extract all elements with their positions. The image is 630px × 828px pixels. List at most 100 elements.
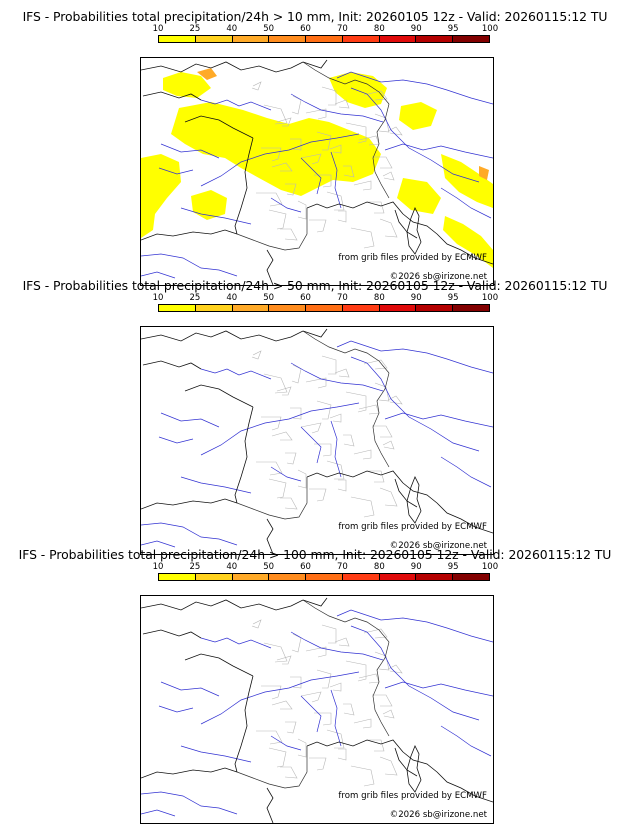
river [200, 402, 360, 456]
corsica-coastline [406, 745, 422, 793]
colorbar-tick-label: 50 [263, 562, 275, 572]
admin-boundary [326, 729, 345, 749]
colorbar-tick-label: 40 [226, 24, 238, 34]
admin-boundary [297, 469, 307, 489]
panel-50mm: IFS - Probabilities total precipitation/… [0, 278, 630, 555]
admin-boundary [382, 709, 395, 719]
river [158, 167, 194, 175]
river [384, 143, 493, 159]
colorbar-segment [416, 305, 454, 311]
colorbar-tick-label: 25 [189, 24, 201, 34]
admin-boundary [305, 377, 327, 389]
admin-boundary [261, 147, 282, 162]
admin-boundary [280, 766, 298, 779]
coastline [141, 599, 304, 611]
coastline [306, 739, 404, 753]
colorbar-tick-label: 40 [226, 562, 238, 572]
admin-boundary [261, 416, 282, 431]
colorbar-labels: 10 25 40 50 60 70 80 90 95 100 [153, 562, 499, 572]
river [141, 809, 176, 817]
map-drawing [141, 328, 493, 554]
coastline [234, 137, 254, 235]
country-border [236, 208, 308, 251]
colorbar-segment [159, 305, 196, 311]
admin-boundary [309, 219, 327, 233]
colorbar-tick-label: 50 [263, 293, 275, 303]
precip-area-10-25 [141, 154, 181, 238]
admin-boundary [285, 452, 297, 465]
colorbar-segment [379, 305, 417, 311]
admin-boundary [337, 210, 347, 223]
admin-boundary [353, 449, 372, 460]
admin-boundary [261, 685, 282, 700]
colorbar-tick-label: 70 [337, 24, 348, 34]
admin-boundary [280, 497, 298, 510]
precip-area-10-25 [397, 178, 441, 214]
coastline [394, 209, 418, 239]
admin-boundary [343, 703, 355, 716]
river [330, 151, 342, 209]
admin-boundary [350, 496, 375, 518]
admin-boundary [271, 700, 293, 710]
colorbar-segment [159, 574, 196, 580]
coastline [302, 597, 328, 607]
coastline [184, 653, 254, 677]
admin-boundary [291, 95, 302, 115]
colorbar-tick-label: 25 [189, 562, 201, 572]
admin-boundary [345, 391, 367, 413]
admin-boundary [387, 664, 403, 674]
colorbar-segment [379, 36, 417, 42]
colorbar-tick-label: 60 [300, 562, 311, 572]
river [330, 689, 342, 747]
admin-boundary [353, 718, 372, 729]
admin-boundary [276, 655, 292, 665]
admin-boundary [382, 440, 395, 450]
precip-area-10-25 [399, 102, 437, 130]
colorbar-segment [269, 305, 307, 311]
admin-boundary [268, 747, 287, 768]
admin-boundary [276, 117, 292, 127]
admin-boundary [345, 660, 367, 682]
precip-area-10-25 [163, 72, 211, 98]
colorbar-tick-label: 90 [410, 562, 422, 572]
admin-boundary [363, 90, 388, 101]
colorbar-segment [342, 36, 380, 42]
admin-boundary [251, 81, 262, 91]
colorbar-segment [453, 574, 490, 580]
coastline [141, 61, 304, 73]
admin-boundary [379, 756, 398, 776]
admin-boundary [372, 694, 393, 707]
admin-boundary [256, 192, 283, 207]
coastline [141, 229, 238, 241]
admin-boundary [321, 624, 337, 644]
colorbar-tick-label: 90 [410, 24, 422, 34]
coastline [184, 384, 254, 408]
admin-boundary [297, 738, 307, 758]
river [270, 466, 302, 482]
admin-boundary [290, 407, 302, 420]
coastline [184, 115, 254, 139]
admin-boundary [358, 135, 380, 146]
country-border [236, 477, 308, 520]
admin-boundary [256, 730, 283, 745]
colorbar-tick-label: 10 [152, 293, 164, 303]
river [160, 412, 220, 428]
admin-boundary [285, 183, 297, 196]
coastline [266, 518, 274, 554]
admin-boundary [300, 422, 322, 434]
river [440, 187, 492, 219]
precip-area-10-25 [329, 72, 387, 108]
colorbar-segment [195, 305, 233, 311]
colorbar-segment [306, 305, 343, 311]
river [141, 791, 238, 815]
copyright-credit: ©2026 sb@irizone.net [389, 541, 487, 551]
river [300, 157, 322, 195]
coastline [142, 91, 202, 101]
river [350, 356, 480, 452]
admin-boundary [314, 443, 332, 457]
colorbar-segment [306, 36, 343, 42]
admin-boundary [358, 404, 380, 415]
country-border [372, 372, 390, 468]
river [440, 456, 492, 488]
probability-map: from grib files provided by ECMWF ©2026 … [140, 57, 494, 286]
